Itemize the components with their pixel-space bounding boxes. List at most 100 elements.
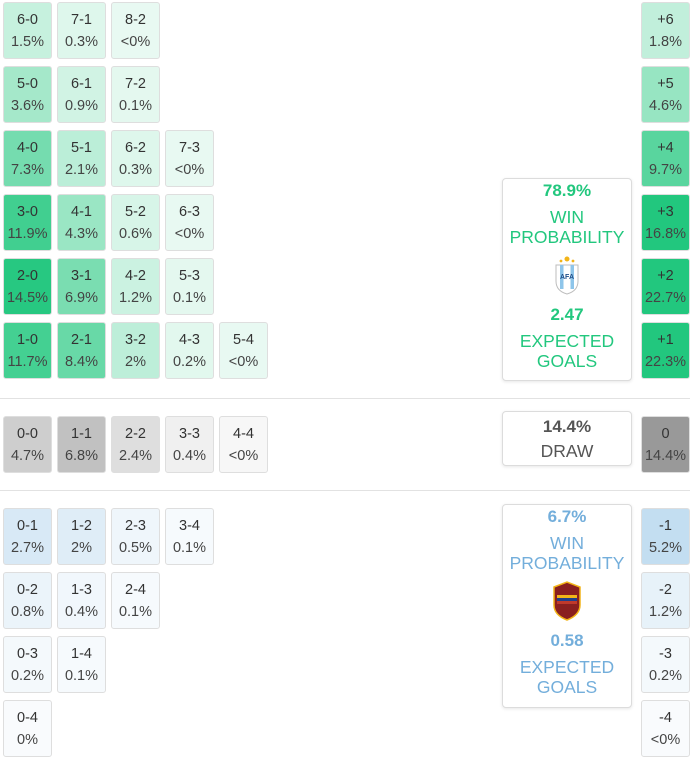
home-win-scoreline-cell: 5-0 3.6% [3,66,52,123]
score-label: 0-0 [17,425,38,442]
home-win-scoreline-cell: 3-0 11.9% [3,194,52,251]
probability-label: 14.5% [6,289,49,306]
probability-label: <0% [650,731,681,748]
away-win-scoreline-cell: 0-2 0.8% [3,572,52,629]
score-label: +3 [657,203,674,220]
score-label: 7-3 [179,139,200,156]
probability-label: 4.3% [64,225,99,242]
home-win-scoreline-cell: 6-3 <0% [165,194,214,251]
away-win-scoreline-cell: 2-3 0.5% [111,508,160,565]
score-label: 6-0 [17,11,38,28]
probability-label: 7.3% [10,161,45,178]
home-win-scoreline-cell: 3-2 2% [111,322,160,379]
score-label: +4 [657,139,674,156]
away-win-scoreline-cell: 1-4 0.1% [57,636,106,693]
home-win-scoreline-cell: 6-2 0.3% [111,130,160,187]
draw-scoreline-cell: 4-4 <0% [219,416,268,473]
home-win-scoreline-cell: 2-0 14.5% [3,258,52,315]
goal-margin-cell: +1 22.3% [641,322,690,379]
probability-label: 0.6% [118,225,153,242]
home-win-label-line1: WIN [549,207,585,227]
probability-label: 0.2% [172,353,207,370]
score-label: 4-1 [71,203,92,220]
home-win-scoreline-cell: 5-2 0.6% [111,194,160,251]
home-win-scoreline-cell: 5-1 2.1% [57,130,106,187]
score-label: +5 [657,75,674,92]
home-win-scoreline-cell: 5-4 <0% [219,322,268,379]
probability-label: 1.2% [648,603,683,620]
home-win-scoreline-cell: 6-0 1.5% [3,2,52,59]
score-label: 5-0 [17,75,38,92]
score-label: 5-3 [179,267,200,284]
probability-label: 0.1% [172,539,207,556]
score-label: 6-3 [179,203,200,220]
draw-percentage: 14.4% [542,416,592,436]
home-win-percentage: 78.9% [542,181,592,200]
score-label: 4-0 [17,139,38,156]
probability-label: <0% [174,225,205,242]
goal-margin-cell: +2 22.7% [641,258,690,315]
goal-margin-cell: -4 <0% [641,700,690,757]
probability-label: 2.7% [10,539,45,556]
away-expected-goals: 0.58 [550,631,584,650]
score-label: 1-4 [71,645,92,662]
probability-label: 0.1% [64,667,99,684]
score-label: 4-4 [233,425,254,442]
probability-label: 4.7% [10,447,45,464]
home-win-scoreline-cell: 4-3 0.2% [165,322,214,379]
goal-margin-cell: +3 16.8% [641,194,690,251]
probability-label: <0% [120,33,151,50]
score-label: 3-0 [17,203,38,220]
goal-margin-cell: +4 9.7% [641,130,690,187]
probability-label: 9.7% [648,161,683,178]
probability-label: 11.9% [7,225,48,242]
draw-card: 14.4% DRAW [502,411,632,466]
away-win-scoreline-cell: 2-4 0.1% [111,572,160,629]
probability-label: 6.8% [64,447,99,464]
probability-label: 11.7% [7,353,48,370]
goal-margin-cell: -2 1.2% [641,572,690,629]
score-label: 3-1 [71,267,92,284]
score-label: 0-4 [17,709,38,726]
home-xg-label-line2: GOALS [536,351,598,371]
score-label: +1 [657,331,674,348]
score-label: 0 [661,425,670,442]
probability-label: 14.4% [644,447,687,464]
home-win-scoreline-cell: 7-2 0.1% [111,66,160,123]
score-label: 5-2 [125,203,146,220]
score-label: 8-2 [125,11,146,28]
away-xg-label-line1: EXPECTED [519,657,615,677]
probability-label: <0% [174,161,205,178]
home-expected-goals: 2.47 [550,305,584,324]
score-label: 5-4 [233,331,254,348]
score-label: 0-1 [17,517,38,534]
draw-scoreline-cell: 1-1 6.8% [57,416,106,473]
score-label: -2 [659,581,672,598]
home-win-scoreline-cell: 3-1 6.9% [57,258,106,315]
probability-label: 22.7% [644,289,687,306]
probability-label: 0.4% [64,603,99,620]
home-win-scoreline-cell: 2-1 8.4% [57,322,106,379]
probability-label: 0.3% [118,161,153,178]
home-win-scoreline-cell: 4-2 1.2% [111,258,160,315]
score-label: 6-1 [71,75,92,92]
probability-label: <0% [228,447,259,464]
away-win-scoreline-cell: 3-4 0.1% [165,508,214,565]
score-label: 2-0 [17,267,38,284]
away-win-scoreline-cell: 0-3 0.2% [3,636,52,693]
home-win-card: 78.9% WIN PROBABILITY AFA 2.47 EXPECTED … [502,178,632,381]
score-label: 7-2 [125,75,146,92]
score-label: 5-1 [71,139,92,156]
probability-label: 0.1% [172,289,207,306]
score-label: -3 [659,645,672,662]
away-win-scoreline-cell: 0-4 0% [3,700,52,757]
probability-label: 0.9% [64,97,99,114]
away-win-label-line2: PROBABILITY [509,553,625,573]
home-win-scoreline-cell: 7-3 <0% [165,130,214,187]
goal-margin-cell: -1 5.2% [641,508,690,565]
probability-label: 0.2% [10,667,45,684]
away-win-scoreline-cell: 0-1 2.7% [3,508,52,565]
home-win-scoreline-cell: 6-1 0.9% [57,66,106,123]
probability-label: 0.8% [10,603,45,620]
score-label: 1-0 [17,331,38,348]
